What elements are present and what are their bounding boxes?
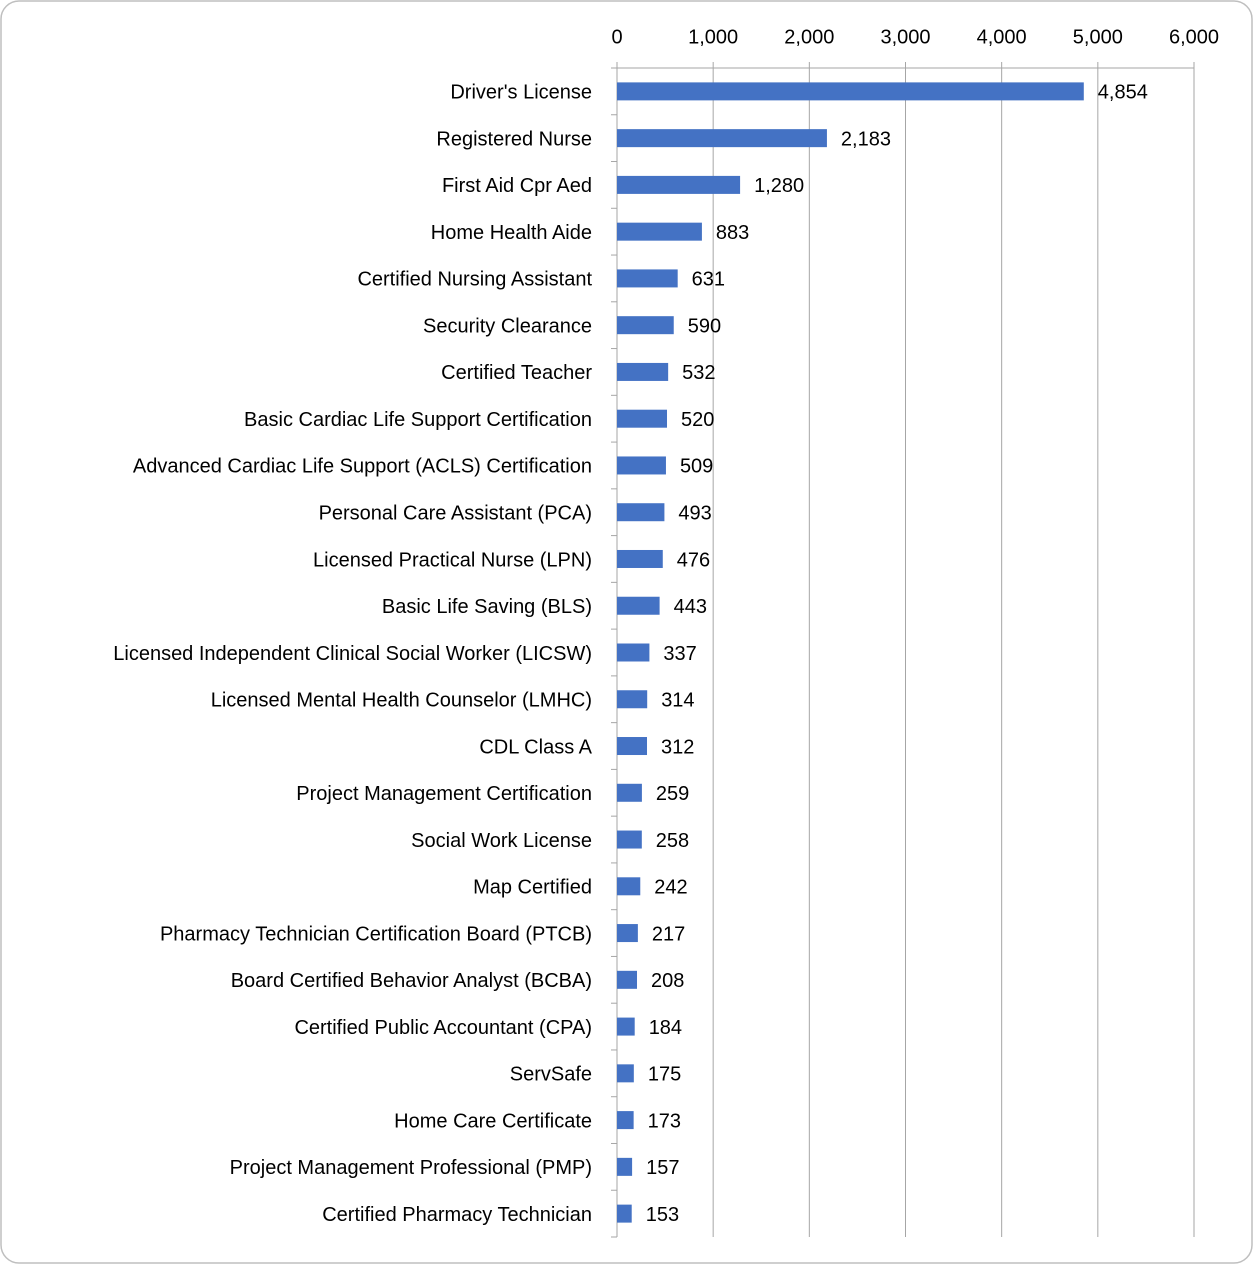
bar [617,82,1084,101]
y-tick-label: Driver's License [450,82,592,104]
bar [617,1204,632,1223]
bar [617,316,674,335]
y-tick-label: Personal Care Assistant (PCA) [319,503,592,525]
y-tick-label: First Aid Cpr Aed [442,175,592,197]
y-tick-label: Certified Pharmacy Technician [322,1204,592,1226]
y-tick-label: Certified Nursing Assistant [357,269,592,291]
bar [617,362,669,381]
value-label: 4,854 [1098,82,1148,104]
value-label: 175 [648,1064,681,1086]
y-tick-label: Map Certified [473,877,592,899]
y-tick-label: Advanced Cardiac Life Support (ACLS) Cer… [133,456,592,478]
x-tick-label: 6,000 [1169,26,1219,48]
y-tick-label: ServSafe [510,1064,592,1086]
value-label: 337 [663,643,696,665]
value-label: 883 [716,222,749,244]
y-tick-label: Home Health Aide [431,222,592,244]
value-label: 1,280 [754,175,804,197]
bar [617,924,638,943]
value-label: 631 [692,269,725,291]
bar [617,503,665,522]
bar [617,970,638,989]
bar [617,222,702,241]
y-tick-label: Home Care Certificate [394,1110,592,1132]
x-tick-label: 3,000 [880,26,930,48]
bar [617,456,666,475]
value-label: 312 [661,736,694,758]
bar [617,690,648,709]
value-label: 173 [648,1110,681,1132]
bar [617,643,650,662]
x-tick-label: 5,000 [1073,26,1123,48]
y-tick-label: Social Work License [411,830,592,852]
value-label: 520 [681,409,714,431]
y-tick-label: Licensed Mental Health Counselor (LMHC) [211,690,592,712]
x-tick-label: 1,000 [688,26,738,48]
value-label: 258 [656,830,689,852]
value-label: 184 [649,1017,682,1039]
x-tick-label: 0 [611,26,622,48]
y-tick-label: CDL Class A [479,736,592,758]
bar [617,1064,634,1083]
value-label: 532 [682,362,715,384]
y-tick-label: Board Certified Behavior Analyst (BCBA) [231,970,592,992]
y-tick-label: Security Clearance [423,315,592,337]
bar [617,830,642,849]
x-tick-label: 2,000 [784,26,834,48]
bar [617,1157,633,1176]
x-tick-label: 4,000 [977,26,1027,48]
y-tick-label: Pharmacy Technician Certification Board … [160,923,592,945]
y-tick-label: Basic Cardiac Life Support Certification [244,409,592,431]
value-label: 208 [651,970,684,992]
value-label: 314 [661,690,694,712]
value-label: 493 [678,503,711,525]
y-tick-label: Project Management Certification [296,783,592,805]
value-label: 157 [646,1157,679,1179]
bar [617,1017,635,1036]
value-label: 259 [656,783,689,805]
value-label: 509 [680,456,713,478]
y-tick-label: Certified Teacher [441,362,592,384]
bar [617,783,642,802]
value-label: 476 [677,549,710,571]
y-tick-label: Basic Life Saving (BLS) [382,596,592,618]
y-tick-label: Certified Public Accountant (CPA) [294,1017,592,1039]
y-tick-label: Project Management Professional (PMP) [230,1157,592,1179]
bar [617,129,827,148]
y-tick-label: Registered Nurse [436,128,592,150]
value-label: 217 [652,923,685,945]
bar [617,175,741,194]
bar [617,269,678,288]
value-label: 242 [654,877,687,899]
bar [617,549,663,568]
value-label: 153 [646,1204,679,1226]
value-label: 590 [688,315,721,337]
y-tick-label: Licensed Practical Nurse (LPN) [313,549,592,571]
bar [617,1111,634,1130]
y-tick-label: Licensed Independent Clinical Social Wor… [113,643,592,665]
bar [617,596,660,615]
value-label: 2,183 [841,128,891,150]
bar [617,409,668,428]
bar [617,877,641,896]
value-label: 443 [674,596,707,618]
bar [617,737,648,756]
